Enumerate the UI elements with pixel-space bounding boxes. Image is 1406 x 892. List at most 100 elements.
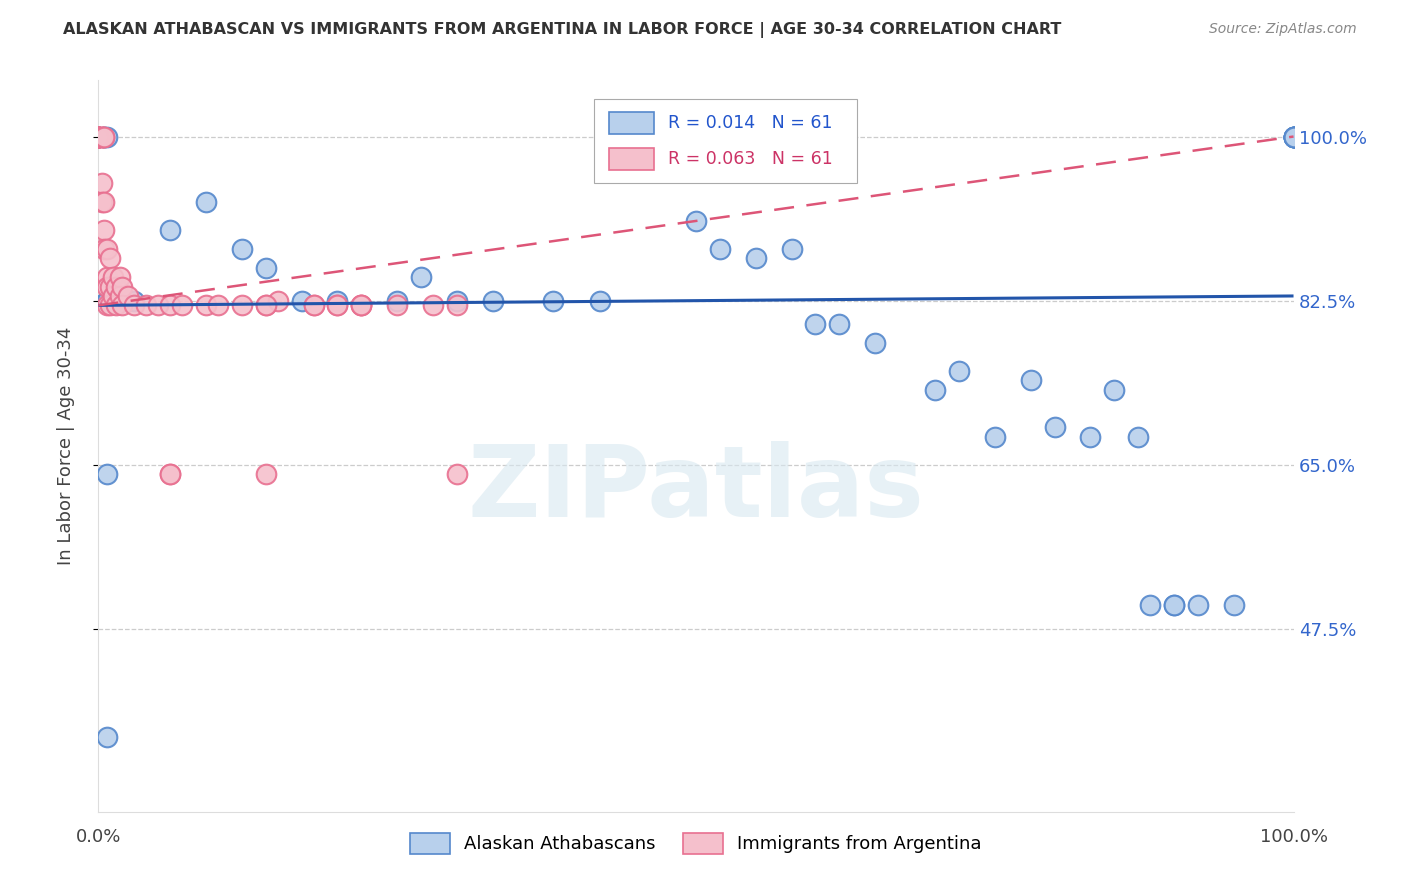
Point (96, 298, 118, 312)
Point (93, 223, 115, 237)
Point (96, 270, 118, 285)
Point (828, 317, 851, 331)
Point (541, 293, 564, 308)
Point (254, 260, 277, 275)
Point (350, 298, 373, 312)
Point (124, 293, 146, 308)
Point (87, 129, 110, 144)
FancyBboxPatch shape (595, 99, 858, 183)
Point (1282, 129, 1305, 144)
Point (1139, 599, 1161, 613)
Point (87, 129, 110, 144)
Point (1282, 129, 1305, 144)
Point (108, 270, 131, 285)
Text: R = 0.014   N = 61: R = 0.014 N = 61 (668, 113, 832, 132)
Point (589, 293, 612, 308)
Point (267, 293, 290, 308)
Point (231, 298, 253, 312)
Point (195, 195, 218, 210)
Point (948, 364, 970, 378)
Text: ALASKAN ATHABASCAN VS IMMIGRANTS FROM ARGENTINA IN LABOR FORCE | AGE 30-34 CORRE: ALASKAN ATHABASCAN VS IMMIGRANTS FROM AR… (63, 22, 1062, 38)
Point (254, 298, 277, 312)
Text: R = 0.063   N = 61: R = 0.063 N = 61 (668, 150, 834, 169)
Point (101, 293, 124, 308)
Point (1282, 129, 1305, 144)
Point (96, 293, 118, 308)
Point (124, 298, 146, 312)
Point (385, 298, 409, 312)
Point (148, 298, 170, 312)
Point (385, 293, 409, 308)
Point (350, 298, 373, 312)
Point (302, 298, 325, 312)
Point (1163, 599, 1185, 613)
Point (91, 177, 114, 191)
Point (96, 242, 118, 256)
Point (1187, 599, 1209, 613)
Point (87, 129, 110, 144)
Point (96, 293, 118, 308)
Point (87, 129, 110, 144)
Point (105, 298, 128, 312)
Point (1282, 129, 1305, 144)
Point (96, 467, 118, 482)
Point (422, 298, 444, 312)
Point (745, 252, 768, 266)
Point (87, 129, 110, 144)
Point (709, 242, 731, 256)
Legend: Alaskan Athabascans, Immigrants from Argentina: Alaskan Athabascans, Immigrants from Arg… (411, 833, 981, 854)
Point (96, 279, 118, 293)
Point (172, 298, 194, 312)
Point (1080, 429, 1102, 443)
Point (326, 298, 349, 312)
Point (1104, 383, 1126, 397)
Point (98, 298, 122, 312)
Point (117, 289, 139, 303)
Point (93, 129, 115, 144)
Point (1282, 129, 1305, 144)
Point (93, 129, 115, 144)
Point (1282, 129, 1305, 144)
Point (96, 129, 118, 144)
Point (87, 129, 110, 144)
Point (411, 270, 433, 285)
Point (111, 279, 134, 293)
Point (1282, 129, 1305, 144)
Point (804, 317, 827, 331)
Point (1043, 420, 1066, 434)
Point (91, 129, 114, 144)
Point (780, 242, 803, 256)
Point (87, 129, 110, 144)
Point (159, 223, 181, 237)
Point (446, 298, 468, 312)
Point (105, 279, 128, 293)
Text: ZIPatlas: ZIPatlas (468, 442, 924, 539)
Point (91, 129, 114, 144)
Point (98, 293, 122, 308)
Point (1019, 373, 1042, 387)
Point (87, 129, 110, 144)
Point (98, 279, 122, 293)
Point (159, 467, 181, 482)
Point (96, 293, 118, 308)
Point (98, 252, 122, 266)
Point (111, 293, 134, 308)
Point (101, 270, 124, 285)
Point (96, 730, 118, 744)
Bar (609, 148, 654, 170)
Point (1223, 599, 1246, 613)
Point (231, 242, 253, 256)
Point (87, 129, 110, 144)
Point (254, 467, 277, 482)
Y-axis label: In Labor Force | Age 30-34: In Labor Force | Age 30-34 (56, 326, 75, 566)
Point (446, 467, 468, 482)
Point (924, 383, 946, 397)
Point (101, 289, 124, 303)
Point (1282, 129, 1305, 144)
Point (93, 195, 115, 210)
Point (865, 335, 887, 350)
Point (326, 293, 349, 308)
Point (1128, 429, 1150, 443)
Point (91, 129, 114, 144)
Point (481, 293, 505, 308)
